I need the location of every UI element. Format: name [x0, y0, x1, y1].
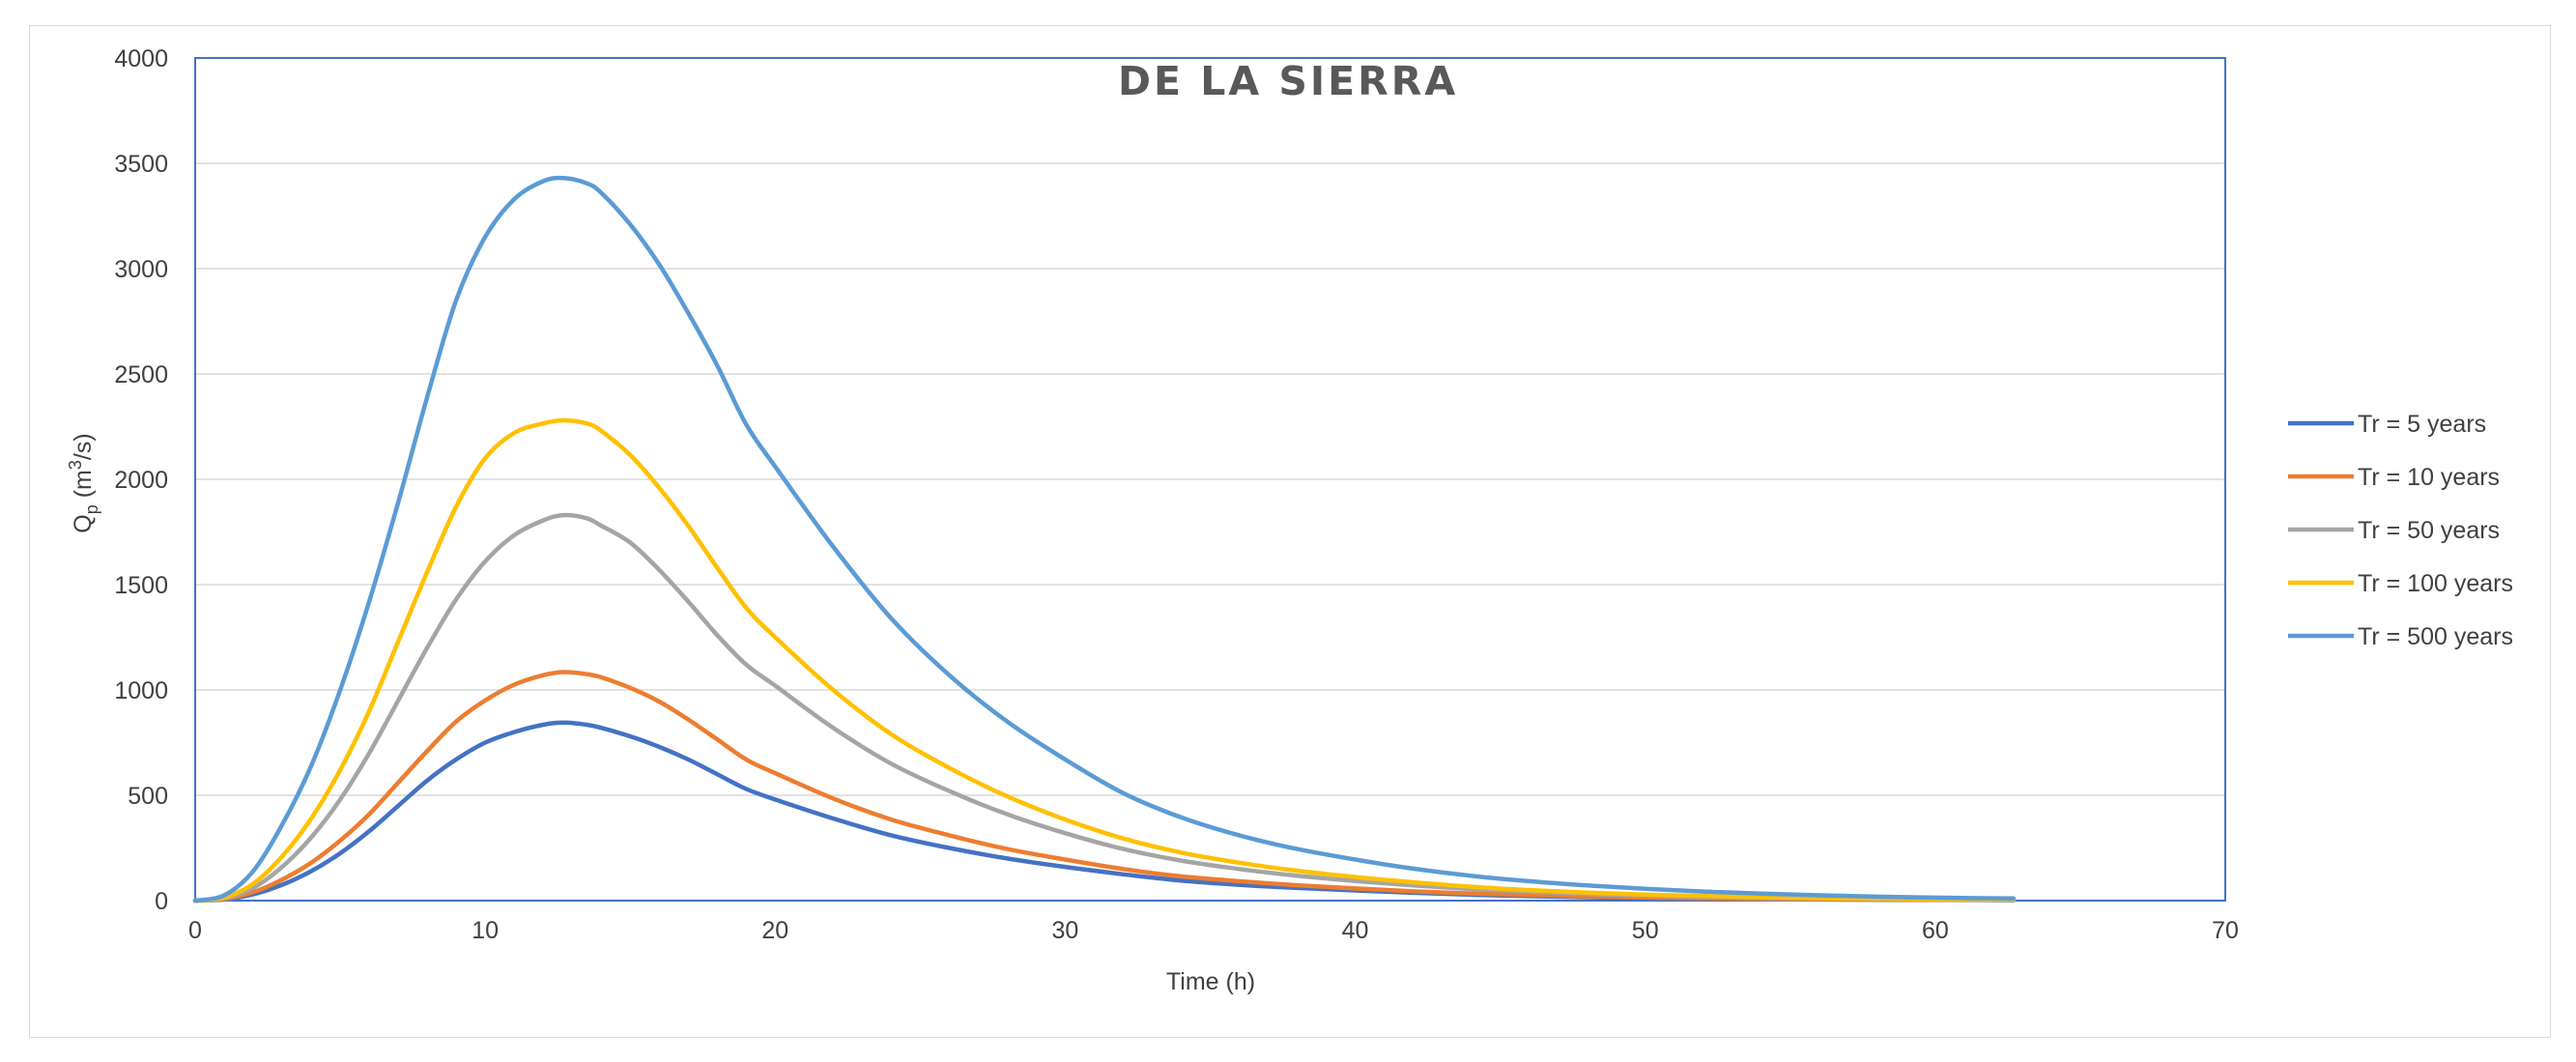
series-line-3: [192, 417, 2017, 904]
x-tick-label: 10: [472, 917, 499, 944]
y-axis-title-end: /s): [70, 433, 97, 460]
legend: Tr = 5 years Tr = 10 years Tr = 50 years Tr…: [2288, 411, 2513, 650]
legend-label-4: Tr = 500 years: [2358, 623, 2513, 650]
series-line-2: [192, 512, 2017, 904]
y-tick-label: 2000: [114, 467, 168, 494]
legend-label-1: Tr = 10 years: [2358, 464, 2500, 491]
x-tick-label: 40: [1342, 917, 1369, 944]
x-tick-label: 0: [188, 917, 202, 944]
plot-area-border: [194, 57, 2226, 902]
y-axis-title-rest: (m: [70, 470, 97, 504]
legend-label-3: Tr = 100 years: [2358, 570, 2513, 597]
x-tick-label: 60: [1922, 917, 1949, 944]
series-lines: [192, 175, 2017, 904]
y-axis-title: Qp (m3/s): [66, 433, 101, 532]
y-tick-label: 2500: [114, 361, 168, 388]
x-axis-ticks: 0 10 20 30 40 50 60 70: [188, 917, 2239, 944]
y-tick-label: 3500: [114, 151, 168, 178]
y-tick-label: 3000: [114, 256, 168, 283]
y-tick-label: 4000: [114, 45, 168, 72]
grid-lines: [195, 162, 2225, 902]
series-line-1: [192, 670, 2017, 904]
legend-label-0: Tr = 5 years: [2358, 411, 2486, 438]
y-tick-label: 500: [128, 783, 168, 810]
y-axis-ticks: 0 500 1000 1500 2000 2500 3000 3500 4000: [114, 45, 168, 915]
y-axis-title-main: Q: [70, 514, 97, 532]
y-tick-label: 1000: [114, 677, 168, 704]
y-axis-title-sup: 3: [66, 460, 85, 470]
y-tick-label: 1500: [114, 572, 168, 599]
x-axis-title: Time (h): [1166, 968, 1255, 995]
y-axis-title-sub: p: [82, 504, 101, 514]
x-tick-label: 70: [2212, 917, 2239, 944]
x-tick-label: 30: [1052, 917, 1079, 944]
chart-title: DE LA SIERRA: [1118, 58, 1458, 104]
x-tick-label: 50: [1632, 917, 1659, 944]
series-line-4: [192, 175, 2017, 904]
legend-label-2: Tr = 50 years: [2358, 517, 2500, 544]
y-tick-label: 0: [155, 888, 168, 915]
series-line-0: [192, 720, 2017, 904]
x-tick-label: 20: [761, 917, 788, 944]
